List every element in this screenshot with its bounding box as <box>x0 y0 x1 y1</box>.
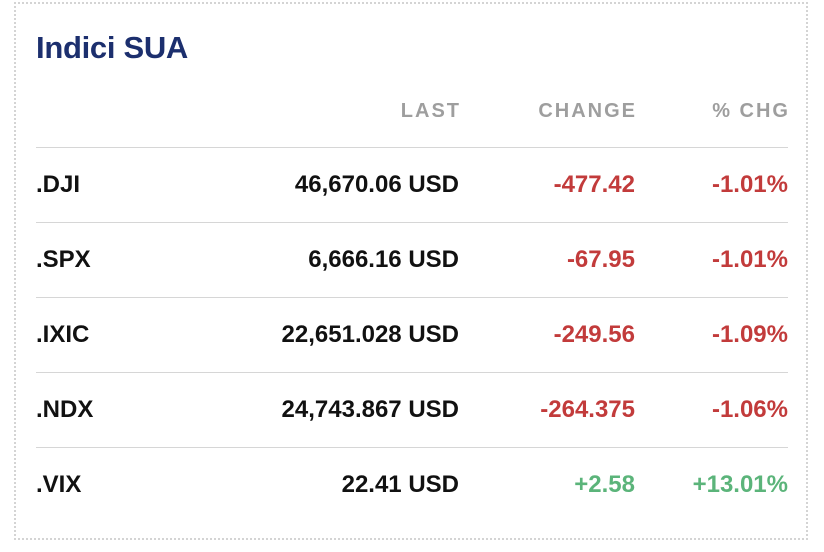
card <box>14 2 808 540</box>
column-header: CHANGE <box>538 100 637 122</box>
percent-change: -1.09% <box>711 321 788 348</box>
percent-change: +13.01% <box>692 471 788 498</box>
row-divider <box>36 447 788 448</box>
percent-change: -1.06% <box>711 396 788 423</box>
change: -249.56 <box>553 321 635 348</box>
row-divider <box>36 222 788 223</box>
symbol: .DJI <box>36 171 81 198</box>
symbol: .NDX <box>36 396 94 423</box>
last-price: 22.41 USD <box>341 471 459 498</box>
last-price: 46,670.06 USD <box>294 171 459 198</box>
change: -477.42 <box>553 171 635 198</box>
column-header: % CHG <box>712 100 790 122</box>
title: Indici SUA <box>36 30 189 65</box>
row-divider <box>36 297 788 298</box>
symbol: .IXIC <box>36 321 90 348</box>
symbol: .SPX <box>36 246 91 273</box>
row-divider <box>36 147 788 148</box>
change: +2.58 <box>574 471 635 498</box>
change: -264.375 <box>540 396 635 423</box>
column-header: LAST <box>400 100 461 122</box>
last-price: 6,666.16 USD <box>308 246 459 273</box>
change: -67.95 <box>566 246 635 273</box>
percent-change: -1.01% <box>711 171 788 198</box>
last-price: 24,743.867 USD <box>281 396 459 423</box>
percent-change: -1.01% <box>711 246 788 273</box>
row-divider <box>36 372 788 373</box>
symbol: .VIX <box>36 471 82 498</box>
last-price: 22,651.028 USD <box>281 321 459 348</box>
